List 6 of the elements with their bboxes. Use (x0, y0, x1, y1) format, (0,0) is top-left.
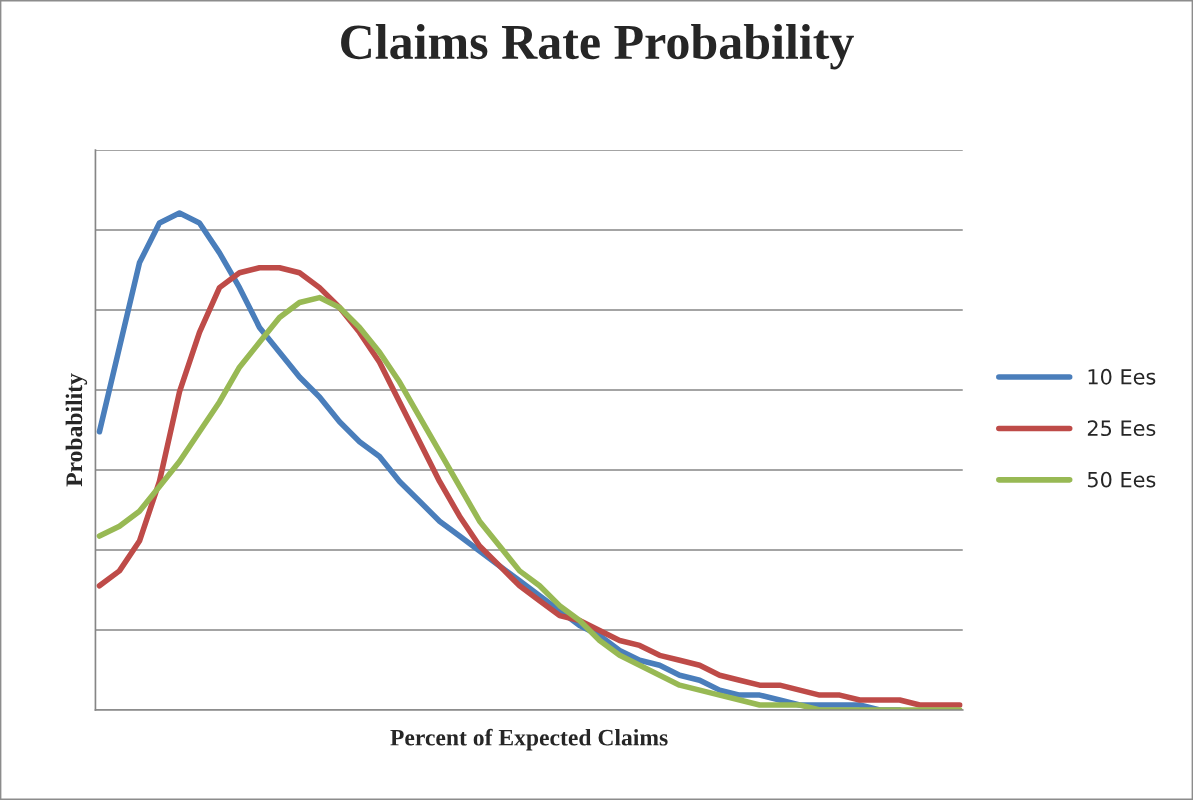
legend-label: 50 Ees (1087, 471, 1156, 488)
chart-title: Claims Rate Probability (341, 24, 854, 70)
legend-label: 25 Ees (1087, 420, 1156, 437)
x-axis-title: Percent of Expected Claims (390, 728, 668, 751)
y-axis-title: Probability (65, 373, 88, 487)
legend-label: 10 Ees (1088, 368, 1156, 385)
